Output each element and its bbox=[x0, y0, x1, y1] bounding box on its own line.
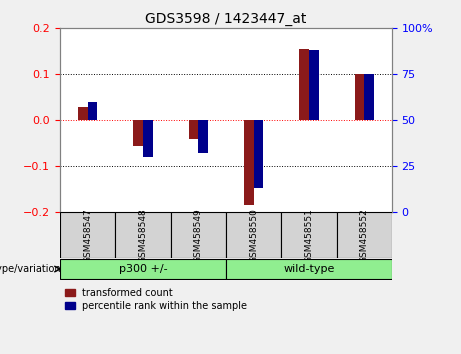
FancyBboxPatch shape bbox=[226, 212, 281, 258]
Bar bbox=[244, 120, 254, 205]
Text: wild-type: wild-type bbox=[283, 264, 335, 274]
FancyBboxPatch shape bbox=[115, 212, 171, 258]
Bar bbox=[355, 74, 364, 120]
Bar bbox=[364, 74, 374, 120]
FancyBboxPatch shape bbox=[60, 259, 226, 279]
Bar bbox=[143, 120, 153, 157]
FancyBboxPatch shape bbox=[281, 212, 337, 258]
Text: GSM458547: GSM458547 bbox=[83, 208, 92, 263]
Title: GDS3598 / 1423447_at: GDS3598 / 1423447_at bbox=[145, 12, 307, 26]
Text: GSM458549: GSM458549 bbox=[194, 208, 203, 263]
FancyBboxPatch shape bbox=[337, 212, 392, 258]
Text: genotype/variation: genotype/variation bbox=[0, 264, 61, 274]
Text: p300 +/-: p300 +/- bbox=[118, 264, 167, 274]
Text: GSM458548: GSM458548 bbox=[138, 208, 148, 263]
Text: GSM458551: GSM458551 bbox=[304, 208, 313, 263]
FancyBboxPatch shape bbox=[226, 259, 392, 279]
Bar bbox=[254, 120, 263, 188]
Bar bbox=[133, 120, 143, 146]
FancyBboxPatch shape bbox=[60, 212, 115, 258]
Bar bbox=[299, 49, 309, 120]
Bar bbox=[189, 120, 198, 139]
FancyBboxPatch shape bbox=[171, 212, 226, 258]
Text: GSM458550: GSM458550 bbox=[249, 208, 258, 263]
Bar bbox=[88, 102, 97, 120]
Bar bbox=[198, 120, 208, 154]
Bar bbox=[78, 107, 88, 120]
Text: GSM458552: GSM458552 bbox=[360, 208, 369, 263]
Legend: transformed count, percentile rank within the sample: transformed count, percentile rank withi… bbox=[65, 288, 247, 311]
Bar bbox=[309, 50, 319, 120]
